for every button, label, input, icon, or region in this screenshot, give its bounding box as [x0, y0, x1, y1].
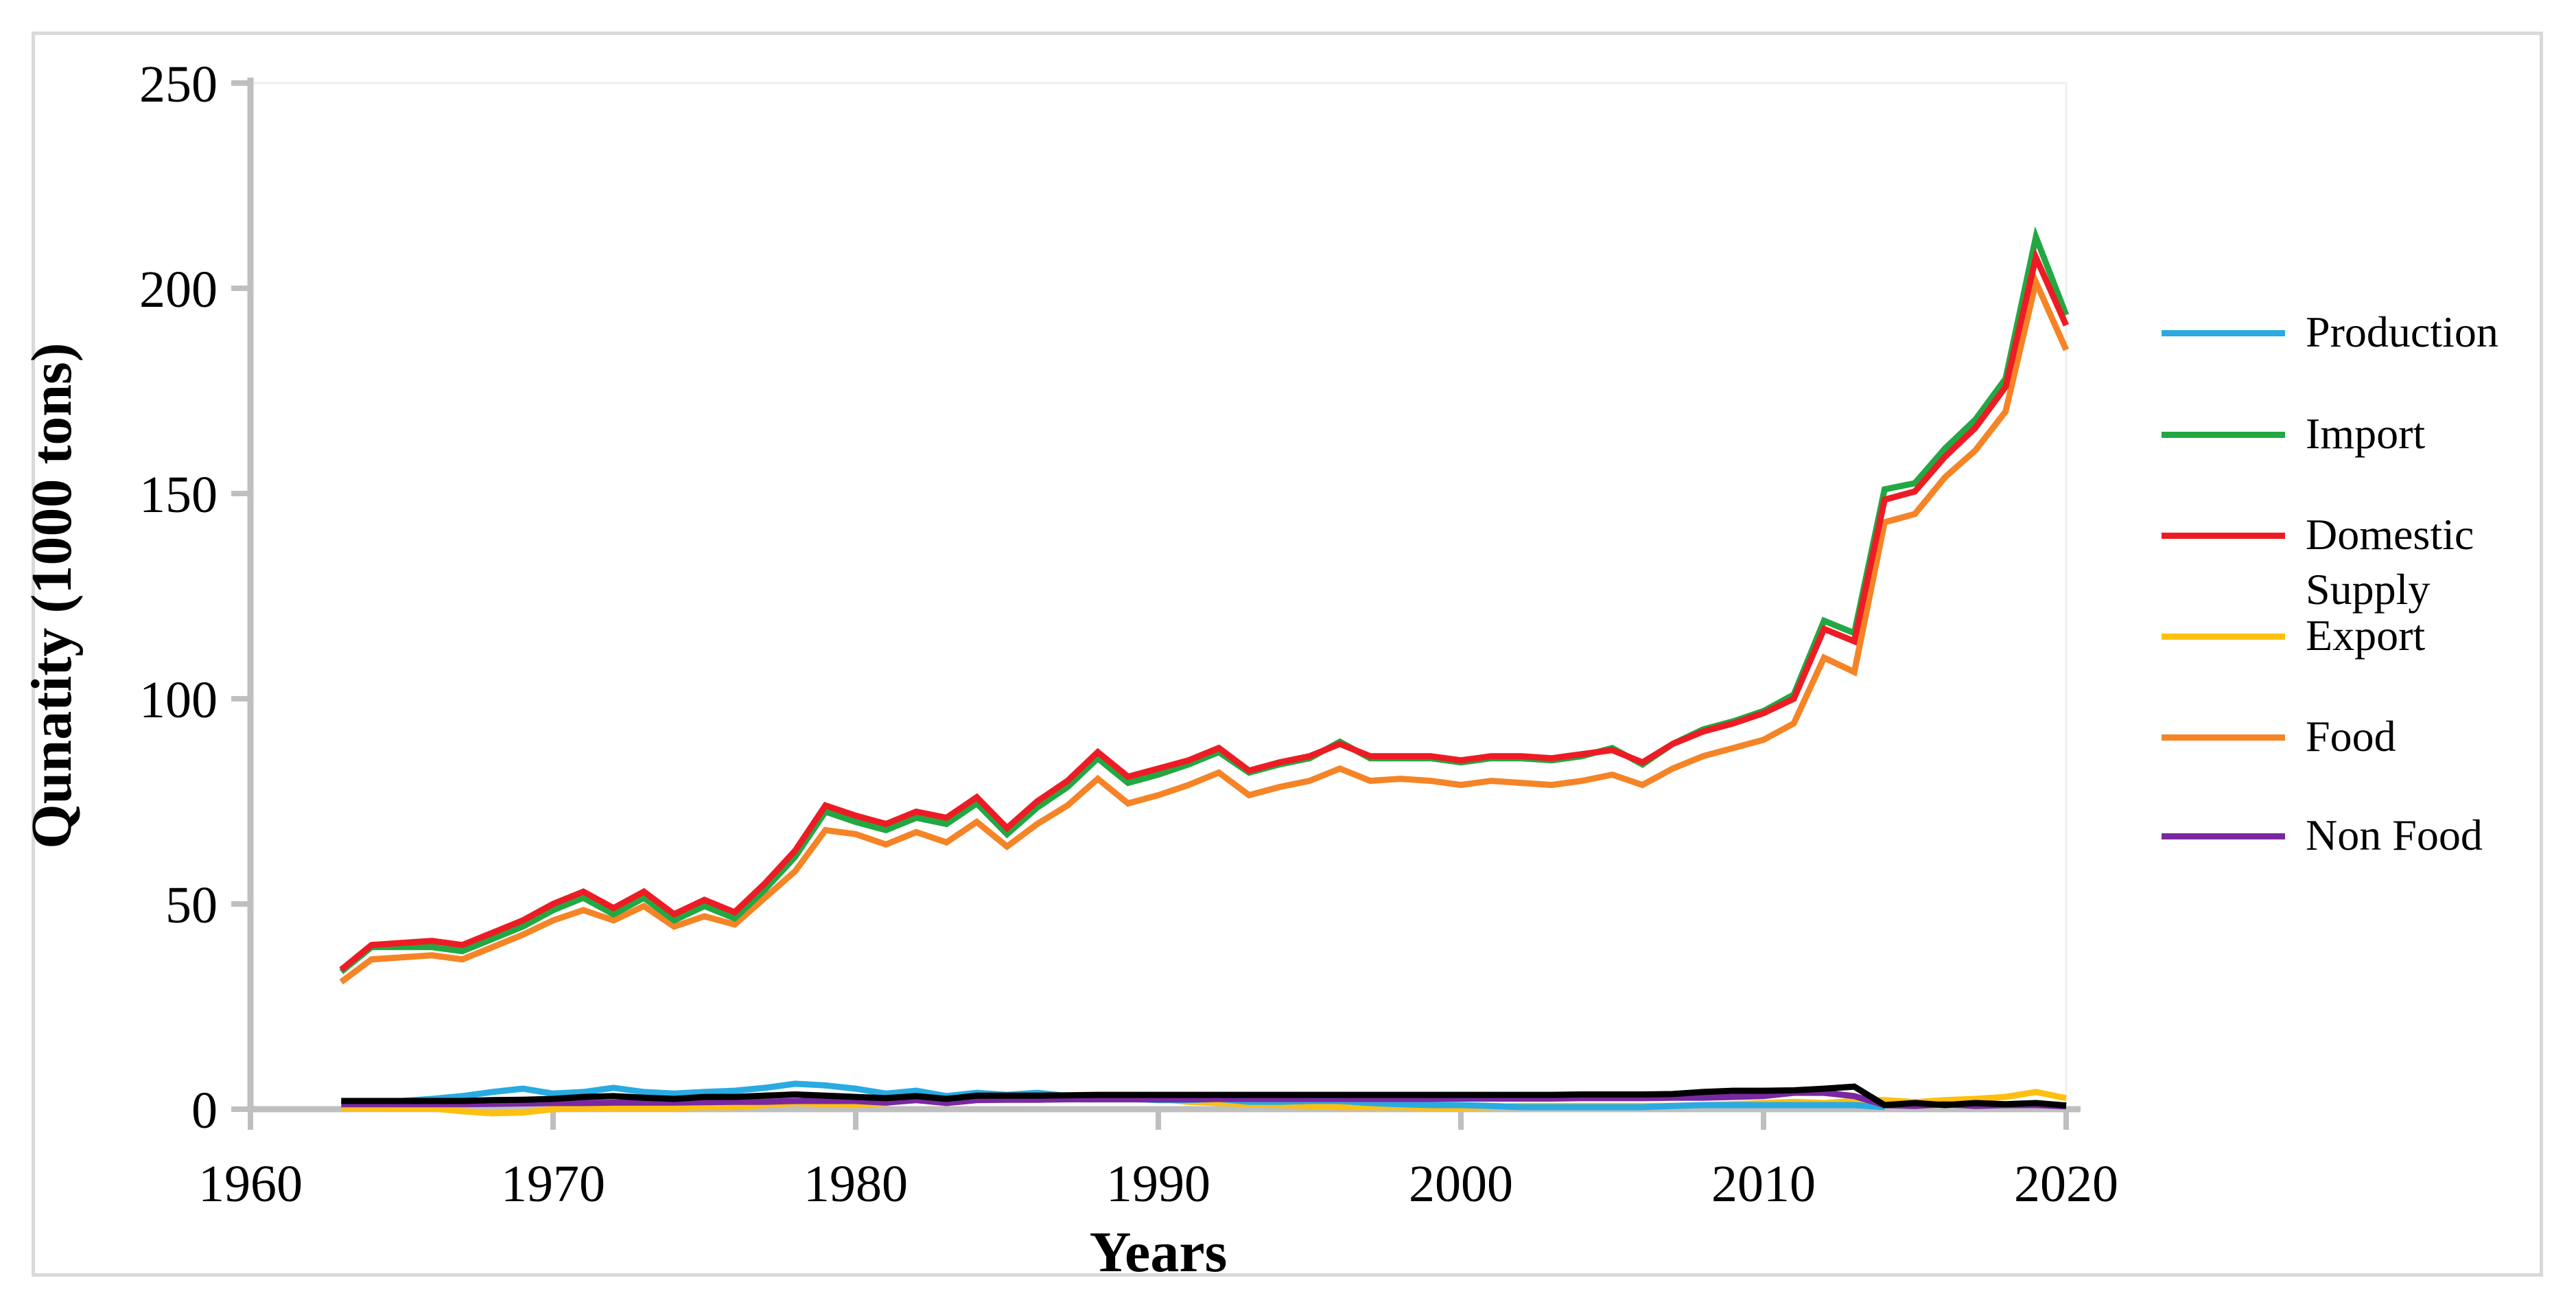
legend-label: Production [2306, 308, 2498, 356]
y-tick-label-200: 200 [139, 261, 218, 318]
axis-ticks [231, 80, 2069, 1130]
x-tick-label-2010: 2010 [1711, 1155, 1816, 1213]
x-tick-label-1990: 1990 [1106, 1155, 1210, 1213]
legend: Production Import Domestic Supply Export… [2162, 0, 2573, 1311]
x-tick-label-1970: 1970 [501, 1155, 605, 1213]
y-tick-label-150: 150 [139, 466, 218, 524]
data-series-lines [339, 226, 2070, 1117]
legend-label: Domestic Supply [2306, 510, 2474, 614]
legend-item-food: Food [2162, 709, 2560, 764]
non-food-line-swatch [2162, 833, 2285, 839]
domestic-supply-line [339, 248, 2070, 973]
import-line-swatch [2162, 432, 2285, 438]
plot-area-frame [249, 82, 2068, 1111]
y-tick-label-250: 250 [139, 56, 218, 113]
export-line-swatch [2162, 634, 2285, 640]
production-line-swatch [2162, 330, 2285, 336]
food-line [339, 272, 2070, 985]
x-tick-label-1960: 1960 [198, 1155, 303, 1213]
x-tick-label-2020: 2020 [2014, 1155, 2118, 1213]
legend-label: Export [2306, 611, 2426, 660]
x-axis-title: Years [1090, 1220, 1228, 1284]
y-tick-label-100: 100 [139, 671, 218, 729]
non-food-line [341, 1089, 2067, 1110]
import-line [339, 226, 2070, 975]
legend-label: Non Food [2306, 811, 2483, 859]
axis-tick-labels: 0 50 100 150 200 250 1960 1970 1980 1990 2000 2010 2… [139, 56, 2118, 1213]
unlabeled-black-line [341, 1083, 2067, 1109]
x-tick-label-1980: 1980 [804, 1155, 908, 1213]
legend-label: Food [2306, 712, 2396, 761]
legend-item-import: Import [2162, 406, 2560, 461]
legend-item-non-food: Non Food [2162, 808, 2560, 863]
y-tick-label-50: 50 [165, 877, 218, 934]
domestic-supply-line-swatch [2162, 533, 2285, 539]
legend-item-export: Export [2162, 608, 2560, 663]
legend-item-domestic-supply: Domestic Supply [2162, 507, 2560, 617]
food-line-swatch [2162, 734, 2285, 741]
legend-item-production: Production [2162, 305, 2560, 360]
x-tick-label-2000: 2000 [1409, 1155, 1513, 1213]
legend-label: Import [2306, 409, 2426, 458]
y-tick-label-0: 0 [191, 1082, 218, 1139]
y-axis-title: Qunatity (1000 tons) [20, 343, 84, 848]
